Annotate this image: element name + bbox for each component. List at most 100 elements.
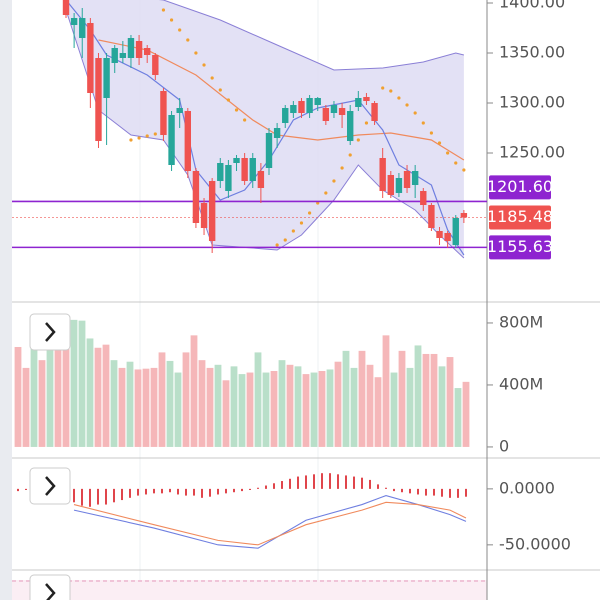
macd-histogram-bar — [409, 488, 411, 494]
sar-dot — [437, 141, 442, 145]
sar-dot — [356, 138, 360, 142]
candle-body — [347, 111, 354, 141]
volume-bar — [54, 319, 62, 447]
chevron-icon — [45, 322, 56, 342]
sar-dot — [405, 103, 409, 107]
sar-dot — [186, 38, 190, 42]
volume-bar — [198, 360, 206, 447]
y-tick-label: 800M — [499, 312, 543, 331]
candle-body — [387, 175, 394, 195]
sar-dot — [275, 243, 279, 247]
y-tick-label: 400M — [499, 374, 543, 393]
macd-histogram-bar — [145, 488, 147, 495]
macd-histogram-bar — [281, 481, 283, 489]
candle-body — [314, 98, 321, 105]
sar-dot — [137, 136, 141, 140]
macd-histogram-bar — [297, 476, 299, 489]
left-strip — [0, 0, 12, 600]
volume-bar — [158, 352, 166, 447]
macd-histogram-bar — [97, 488, 99, 505]
volume-bar — [62, 329, 70, 447]
macd-histogram-bar — [265, 485, 267, 489]
volume-bar — [374, 377, 382, 447]
macd-histogram-bar — [17, 488, 19, 492]
candle-body — [290, 105, 297, 113]
volume-bar — [382, 335, 390, 447]
volume-bar — [118, 367, 126, 447]
sar-dot — [169, 18, 174, 22]
macd-histogram-bar — [353, 476, 355, 489]
pane-4-bg — [12, 580, 487, 600]
button-box[interactable] — [29, 467, 71, 505]
expand-button[interactable] — [29, 313, 71, 351]
candle-body — [306, 98, 313, 113]
candle-body — [460, 213, 468, 218]
macd-histogram-bar — [361, 477, 363, 489]
macd-histogram-bar — [337, 474, 339, 489]
band-line — [65, 9, 465, 259]
macd-histogram-bar — [249, 488, 251, 490]
sar-dot — [210, 76, 214, 80]
sar-dot — [462, 168, 466, 172]
volume-bar — [334, 361, 342, 447]
macd-histogram-bar — [457, 488, 459, 498]
candle-body — [127, 38, 135, 58]
macd-pane — [17, 473, 467, 549]
volume-bar — [30, 329, 38, 447]
volume-bar — [278, 360, 286, 447]
macd-histogram-bar — [161, 488, 163, 494]
macd-histogram-bar — [465, 488, 467, 497]
price-label: 1185.48 — [487, 207, 553, 226]
volume-bar — [294, 366, 302, 447]
volume-bar — [214, 364, 222, 447]
expand-button[interactable] — [29, 574, 71, 600]
volume-bar — [182, 352, 190, 447]
candle-body — [282, 108, 289, 123]
macd-histogram-bar — [89, 488, 91, 507]
plot-layer: 1201.60 1185.48 1155.63 1250.00 1300.00 1350.… — [12, 0, 571, 553]
volume-bar — [462, 381, 470, 447]
macd-histogram-bar — [73, 488, 75, 503]
price-label-box — [489, 175, 551, 200]
macd-histogram-bar — [345, 475, 347, 489]
volume-bar — [222, 380, 230, 447]
macd-histogram-bar — [313, 474, 315, 489]
sar-dot — [178, 28, 182, 32]
volume-bar — [446, 357, 454, 447]
volume-bar — [14, 346, 22, 447]
price-label-box — [489, 235, 551, 260]
candle-body — [330, 105, 338, 113]
volume-bar — [46, 335, 54, 447]
volume-bar — [430, 353, 438, 447]
price-pane — [12, 0, 487, 259]
candle-body — [265, 133, 273, 168]
sar-dot — [234, 108, 239, 112]
sar-dot — [145, 134, 149, 138]
button-box[interactable] — [29, 313, 71, 351]
candle-body — [233, 158, 240, 163]
sar-dot — [332, 179, 336, 183]
macd-histogram-bar — [441, 488, 443, 497]
candle-body — [192, 171, 200, 223]
expand-button[interactable] — [29, 467, 71, 505]
volume-pane — [14, 319, 470, 447]
macd-histogram-bar — [153, 488, 155, 494]
candle-body — [200, 203, 208, 228]
band-fill — [66, 0, 464, 258]
sar-dot — [429, 131, 433, 135]
candle-body — [411, 171, 419, 185]
chevron-icon — [45, 583, 56, 600]
volume-bar — [126, 361, 134, 447]
volume-bar — [230, 366, 238, 447]
volume-bar — [358, 350, 366, 447]
macd-histogram-bar — [241, 488, 243, 492]
macd-histogram-bar — [209, 488, 211, 497]
macd-histogram-bar — [217, 488, 219, 495]
volume-bar — [318, 371, 326, 447]
candle-body — [103, 58, 110, 98]
candle-body — [168, 115, 175, 165]
sar-dot — [348, 153, 352, 157]
candle-body — [62, 0, 70, 15]
volume-bar — [102, 344, 110, 447]
y-tick-label: 1400.00 — [499, 0, 565, 12]
